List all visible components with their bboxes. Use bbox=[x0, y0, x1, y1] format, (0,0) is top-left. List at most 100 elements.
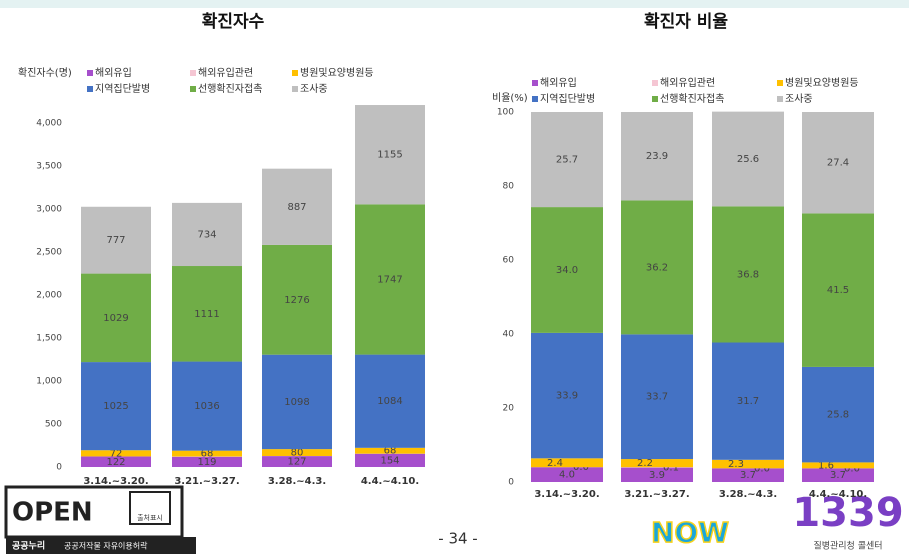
legend-label: 조사중 bbox=[300, 83, 328, 95]
data-label: 0.0 bbox=[573, 462, 589, 473]
legend-swatch bbox=[190, 70, 196, 76]
bar-segment bbox=[355, 447, 425, 454]
bar-segment bbox=[531, 207, 603, 333]
y-axis-label: 비율(%) bbox=[492, 92, 528, 104]
data-label: 33.7 bbox=[646, 392, 668, 403]
x-tick-label: 4.4.~4.10. bbox=[361, 476, 419, 487]
bar-segment bbox=[621, 459, 693, 468]
data-label: 68 bbox=[201, 449, 214, 460]
y-tick-label: 80 bbox=[503, 182, 515, 192]
legend-label: 해외유입관련 bbox=[660, 76, 715, 89]
bar-segment bbox=[802, 213, 874, 367]
y-tick-label: 2,500 bbox=[36, 248, 62, 258]
data-label: 1.6 bbox=[818, 460, 834, 471]
legend-swatch bbox=[777, 96, 783, 102]
bar-segment bbox=[621, 467, 693, 482]
data-label: 2.2 bbox=[637, 458, 653, 469]
open-badge: 출처표시 bbox=[137, 513, 163, 522]
data-label: 36.8 bbox=[737, 269, 759, 280]
legend-label: 병원및요양병원등 bbox=[300, 67, 374, 79]
bar-segment bbox=[355, 354, 425, 448]
bar-segment bbox=[802, 112, 874, 214]
legend-swatch bbox=[652, 96, 658, 102]
bar-segment bbox=[172, 456, 242, 467]
chart-title: 확진자 비율 bbox=[644, 12, 728, 32]
legend-swatch bbox=[652, 80, 658, 86]
legend-swatch bbox=[532, 96, 538, 102]
data-label: 154 bbox=[380, 455, 399, 466]
bar-segment bbox=[712, 206, 784, 343]
bar-segment bbox=[172, 202, 242, 267]
legend-swatch bbox=[190, 86, 196, 92]
data-label: 33.9 bbox=[556, 391, 578, 402]
open-caption-bar bbox=[6, 537, 196, 554]
bar-segment bbox=[802, 462, 874, 469]
y-tick-label: 2,000 bbox=[36, 291, 62, 301]
data-label: 1025 bbox=[103, 401, 128, 412]
data-label: 2.4 bbox=[547, 458, 563, 469]
y-tick-label: 1,000 bbox=[36, 377, 62, 387]
bar-segment bbox=[802, 468, 874, 482]
top-band bbox=[0, 0, 909, 8]
now-logo: NOW bbox=[651, 516, 729, 549]
x-tick-label: 4.4.~4.10. bbox=[809, 489, 867, 500]
open-logo: OPEN bbox=[12, 498, 93, 528]
legend-label: 해외유입 bbox=[95, 66, 132, 79]
data-label: 777 bbox=[106, 235, 125, 246]
legend-label: 선행확진자접촉 bbox=[198, 83, 262, 95]
hotline-logo: 1339 bbox=[792, 490, 903, 536]
bar-segment bbox=[262, 168, 332, 245]
data-label: 0.0 bbox=[844, 463, 860, 474]
legend-label: 선행확진자접촉 bbox=[660, 93, 724, 105]
bar-segment bbox=[172, 266, 242, 362]
x-tick-label: 3.14.~3.20. bbox=[83, 476, 148, 487]
hotline-caption: 질병관리청 콜센터 bbox=[813, 540, 882, 552]
bar-segment bbox=[712, 459, 784, 469]
y-tick-label: 4,000 bbox=[36, 119, 62, 129]
bar-segment bbox=[712, 468, 784, 482]
bar-segment bbox=[531, 332, 603, 459]
bar-segment bbox=[621, 200, 693, 335]
legend-label: 지역집단발병 bbox=[95, 83, 150, 95]
data-label: 3.9 bbox=[649, 470, 665, 481]
open-caption: 공공저작물 자유이용허락 bbox=[64, 541, 148, 551]
data-label: 68 bbox=[384, 446, 397, 457]
x-tick-label: 3.21.~3.27. bbox=[174, 476, 239, 487]
y-tick-label: 60 bbox=[503, 256, 515, 266]
bar-segment bbox=[81, 450, 151, 457]
bar-segment bbox=[262, 354, 332, 450]
x-tick-label: 3.14.~3.20. bbox=[534, 489, 599, 500]
data-label: 734 bbox=[197, 229, 216, 240]
data-label: 3.7 bbox=[830, 470, 846, 481]
bar-segment bbox=[531, 458, 603, 468]
data-label: 0.0 bbox=[754, 463, 770, 474]
data-label: 0.1 bbox=[663, 462, 679, 473]
y-tick-label: 0 bbox=[508, 478, 514, 488]
data-label: 23.9 bbox=[646, 151, 668, 162]
data-label: 122 bbox=[106, 457, 125, 468]
bar-segment bbox=[712, 111, 784, 207]
legend-swatch bbox=[292, 86, 298, 92]
y-tick-label: 20 bbox=[503, 404, 515, 414]
data-label: 25.7 bbox=[556, 155, 578, 166]
x-tick-label: 3.28.~4.3. bbox=[268, 476, 326, 487]
data-label: 31.7 bbox=[737, 396, 759, 407]
open-badge-box bbox=[129, 491, 171, 525]
bar-segment bbox=[262, 449, 332, 456]
legend-swatch bbox=[532, 80, 538, 86]
legend-swatch bbox=[87, 70, 93, 76]
data-label: 1036 bbox=[194, 401, 219, 412]
x-tick-label: 3.21.~3.27. bbox=[624, 489, 689, 500]
bar-segment bbox=[531, 112, 603, 208]
y-tick-label: 3,500 bbox=[36, 162, 62, 172]
data-label: 1029 bbox=[103, 313, 128, 324]
data-label: 80 bbox=[291, 448, 304, 459]
x-tick-label: 3.28.~4.3. bbox=[719, 489, 777, 500]
data-label: 127 bbox=[287, 457, 306, 468]
bar-segment bbox=[355, 204, 425, 355]
bar-segment bbox=[621, 112, 693, 201]
data-label: 25.6 bbox=[737, 154, 759, 165]
y-axis-label: 확진자수(명) bbox=[18, 67, 72, 79]
data-label: 1111 bbox=[194, 309, 219, 320]
